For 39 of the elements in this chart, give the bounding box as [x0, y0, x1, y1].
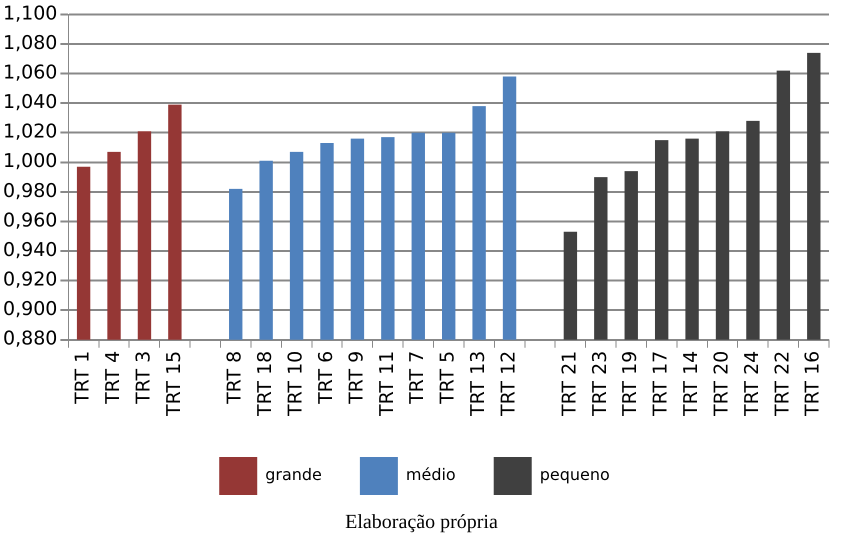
x-tick-label: TRT 7 [406, 350, 428, 405]
legend-label: grande [265, 465, 322, 484]
x-tick-label: TRT 20 [710, 350, 732, 417]
x-tick-label: TRT 1 [72, 350, 94, 405]
x-tick-label: TRT 13 [467, 350, 490, 417]
x-tick-label: TRT 14 [680, 350, 702, 417]
x-tick-label: TRT 10 [284, 350, 307, 417]
y-tick-label: 0,960 [2, 209, 58, 232]
x-tick-label: TRT 11 [376, 350, 398, 417]
x-tick-label: TRT 17 [650, 350, 672, 417]
y-tick-label: 0,980 [2, 180, 58, 202]
x-tick-label: TRT 3 [132, 350, 154, 405]
x-tick-label: TRT 9 [345, 350, 368, 405]
x-tick-label: TRT 16 [802, 350, 824, 417]
x-tick-label: TRT 19 [619, 350, 642, 417]
legend-label: médio [406, 465, 456, 484]
y-tick-label: 0,940 [2, 238, 58, 261]
legend-label: pequeno [540, 465, 610, 484]
y-tick-label: 1,100 [2, 2, 58, 24]
y-tick-label: 0,900 [2, 298, 58, 320]
x-tick-label: TRT 5 [436, 350, 459, 405]
x-tick-label: TRT 15 [162, 350, 185, 417]
y-tick-label: 1,000 [2, 150, 58, 172]
y-tick-label: 1,040 [2, 91, 58, 114]
x-tick-label: TRT 6 [314, 350, 337, 405]
y-tick-label: 1,020 [2, 120, 58, 143]
x-tick-label: TRT 8 [224, 350, 246, 405]
text: Elaboração própria [344, 511, 499, 534]
y-tick-label: 0,880 [2, 328, 58, 350]
x-tick-label: TRT 21 [558, 350, 580, 417]
x-tick-label: TRT 12 [497, 350, 520, 417]
x-tick-label: TRT 24 [740, 350, 763, 417]
y-tick-label: 1,060 [2, 61, 58, 84]
x-tick-label: TRT 22 [771, 350, 794, 417]
x-tick-label: TRT 23 [588, 350, 611, 417]
x-tick-label: TRT 4 [102, 350, 124, 405]
x-tick-label: TRT 18 [254, 350, 276, 417]
y-tick-label: 0,920 [2, 268, 58, 291]
y-tick-label: 1,080 [2, 32, 58, 54]
